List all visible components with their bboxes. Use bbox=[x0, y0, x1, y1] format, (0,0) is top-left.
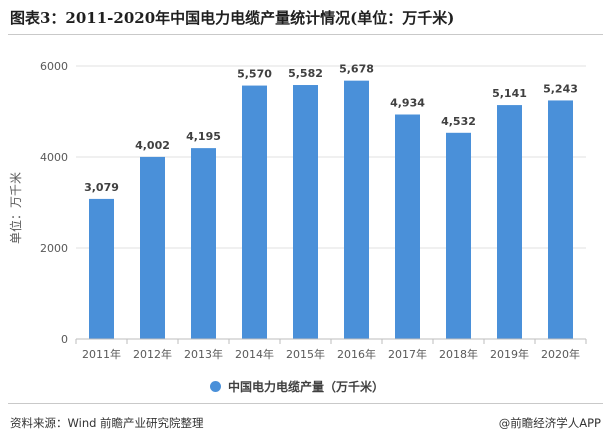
label-layer: 3,079 4,002 4,195 5,570 5,582 5,678 4,934 4,532… bbox=[84, 63, 578, 194]
bar bbox=[446, 132, 471, 339]
title-divider bbox=[8, 34, 603, 35]
legend: 中国电力电缆产量（万千米） bbox=[210, 378, 384, 395]
x-tick-label: 2011年 bbox=[82, 347, 121, 361]
bar bbox=[89, 198, 114, 339]
y-tick-label: 4000 bbox=[40, 151, 68, 164]
y-axis-label: 单位：万千米 bbox=[8, 172, 23, 244]
bar bbox=[548, 100, 573, 339]
legend-swatch bbox=[210, 381, 221, 392]
x-tick-label: 2020年 bbox=[541, 347, 580, 361]
x-tick-label: 2014年 bbox=[235, 347, 274, 361]
y-tick-label: 2000 bbox=[40, 242, 68, 255]
x-tick-label: 2015年 bbox=[286, 347, 325, 361]
x-tick-label: 2017年 bbox=[388, 347, 427, 361]
data-label: 5,243 bbox=[543, 82, 578, 95]
data-label: 5,678 bbox=[339, 63, 374, 76]
data-label: 5,570 bbox=[237, 68, 272, 81]
bar bbox=[344, 80, 369, 339]
x-tick-label: 2013年 bbox=[184, 347, 223, 361]
x-tick-label: 2016年 bbox=[337, 347, 376, 361]
data-label: 4,532 bbox=[441, 115, 476, 128]
x-tick-label: 2019年 bbox=[490, 347, 529, 361]
data-label: 4,002 bbox=[135, 139, 170, 152]
bar bbox=[395, 114, 420, 340]
bar bbox=[242, 85, 267, 339]
x-tick-label: 2018年 bbox=[439, 347, 478, 361]
data-label: 5,582 bbox=[288, 67, 323, 80]
x-tick-label: 2012年 bbox=[133, 347, 172, 361]
data-label: 4,195 bbox=[186, 130, 221, 143]
axis-layer: 0 2000 4000 6000 2011年 2012年 2013年 2014年 2015年 20… bbox=[40, 60, 587, 361]
data-label: 3,079 bbox=[84, 181, 119, 194]
bar bbox=[191, 148, 216, 339]
bar bbox=[293, 85, 318, 339]
data-label: 4,934 bbox=[390, 97, 425, 110]
chart-title: 图表3：2011-2020年中国电力电缆产量统计情况(单位：万千米) bbox=[10, 9, 455, 27]
legend-label: 中国电力电缆产量（万千米） bbox=[228, 380, 385, 394]
brand-credit: @前瞻经济学人APP bbox=[498, 416, 601, 430]
bar-layer bbox=[89, 80, 573, 340]
y-tick-label: 6000 bbox=[40, 60, 68, 73]
bar bbox=[497, 105, 522, 339]
footer-divider bbox=[8, 403, 603, 404]
bar bbox=[140, 156, 165, 339]
source-note: 资料来源：Wind 前瞻产业研究院整理 bbox=[10, 416, 204, 430]
y-tick-label: 0 bbox=[61, 333, 68, 346]
data-label: 5,141 bbox=[492, 87, 527, 100]
